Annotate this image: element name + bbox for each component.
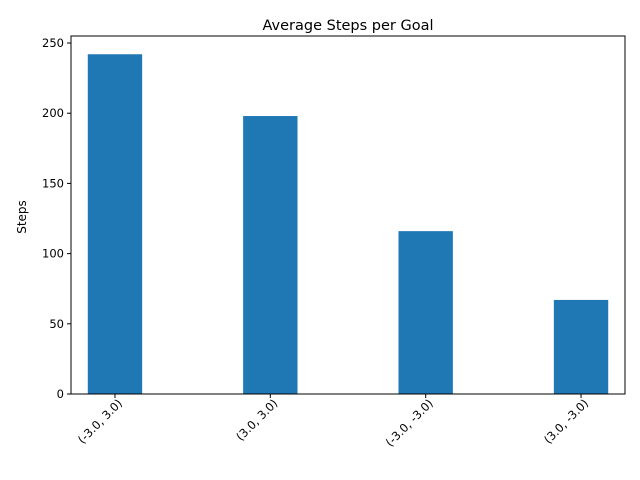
y-tick-label: 0 — [57, 387, 64, 401]
x-tick-label: (-3.0, -3.0) — [383, 396, 436, 449]
bar-1 — [243, 116, 298, 394]
x-axis: (-3.0, 3.0) (3.0, 3.0) (-3.0, -3.0) (3.0, -… — [75, 394, 591, 449]
bar-3 — [553, 299, 609, 394]
chart-title: Average Steps per Goal — [262, 18, 433, 34]
plot-frame — [70, 35, 626, 395]
y-tick-label: 250 — [42, 36, 64, 50]
y-tick-label: 150 — [42, 176, 64, 190]
x-tick-label: (3.0, 3.0) — [233, 396, 280, 443]
bars-group — [87, 54, 609, 395]
y-tick-label: 50 — [49, 317, 64, 331]
y-axis: 0 50 100 150 200 250 — [42, 36, 71, 401]
x-tick-label: (3.0, -3.0) — [541, 396, 591, 446]
y-tick-label: 200 — [42, 106, 64, 120]
y-tick-label: 100 — [42, 247, 64, 261]
bar-2 — [398, 231, 453, 394]
y-axis-label: Steps — [15, 200, 29, 234]
x-tick-label: (-3.0, 3.0) — [75, 396, 125, 446]
bar-0 — [87, 54, 143, 395]
